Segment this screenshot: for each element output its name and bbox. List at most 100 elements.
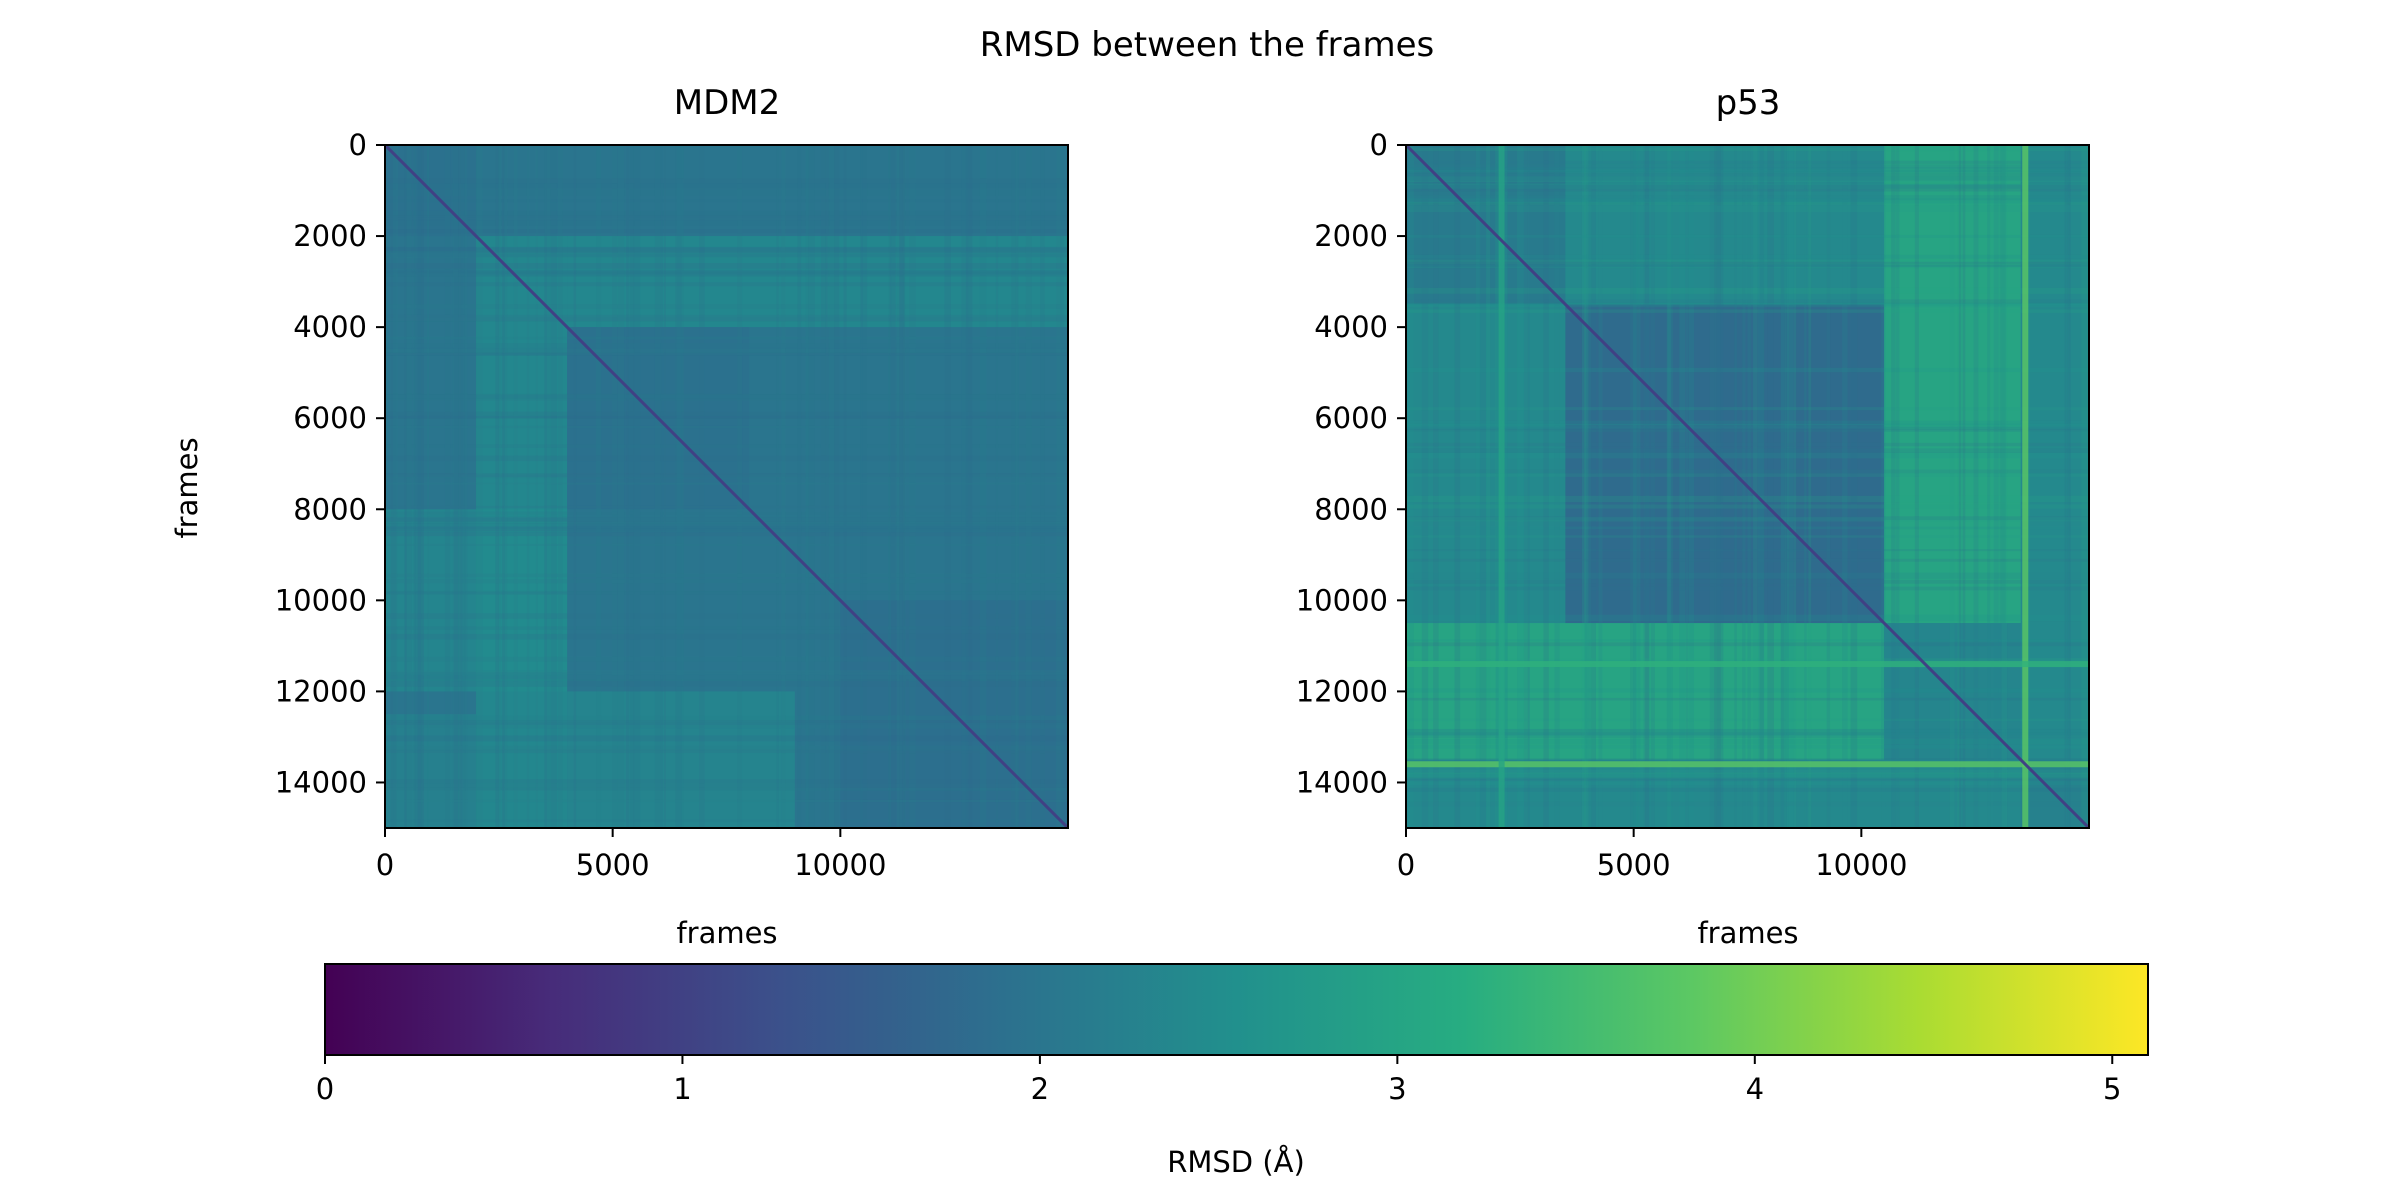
heatmap-texture	[1406, 732, 2089, 738]
heatmap-texture	[385, 715, 1068, 721]
heatmap-texture	[1759, 145, 1764, 828]
heatmap-texture	[1406, 769, 2089, 774]
heatmap-texture	[464, 145, 468, 828]
heatmap-texture	[414, 145, 422, 828]
heatmap-texture	[1015, 145, 1019, 828]
heatmap-texture	[2064, 145, 2071, 828]
heatmap-texture	[385, 532, 1068, 537]
heatmap-texture	[385, 247, 1068, 253]
heatmap-texture	[1421, 145, 1429, 828]
heatmap-texture	[385, 199, 1068, 203]
heatmap-texture	[573, 145, 577, 828]
figure-title: RMSD between the frames	[980, 25, 1435, 65]
heatmap-texture	[1406, 517, 2089, 522]
heatmap-panel-p53: 0 5000 10000 0 2000 4000 6000 8000 10000 12000 140…	[1296, 128, 2090, 882]
heatmap-texture	[1780, 145, 1785, 828]
heatmap-texture	[1895, 145, 1900, 828]
heatmap-texture	[629, 145, 635, 828]
heatmap-texture	[385, 505, 1068, 509]
heatmap-texture	[1667, 145, 1671, 828]
heatmap-texture	[699, 145, 705, 828]
heatmap-texture	[1479, 145, 1487, 828]
heatmap-texture	[458, 145, 463, 828]
heatmap-texture	[1406, 739, 2089, 745]
heatmap-texture	[1060, 145, 1065, 828]
x-axis-label-mdm2: frames	[676, 916, 777, 950]
heatmap-texture	[1406, 420, 2089, 426]
heatmap-texture	[1406, 429, 2089, 432]
heatmap-block	[476, 236, 568, 828]
heatmap-texture	[385, 526, 1068, 533]
heatmap-texture	[413, 145, 416, 828]
heatmap-texture	[612, 145, 618, 828]
heatmap-texture	[444, 145, 451, 828]
heatmap-texture	[1406, 642, 2089, 647]
heatmap-texture	[1406, 504, 2089, 509]
heatmap-stripe	[1406, 661, 2089, 668]
heatmap-texture	[805, 145, 809, 828]
heatmap-texture	[1406, 309, 2089, 313]
heatmap-texture	[1794, 145, 1797, 828]
heatmap-texture	[385, 591, 1068, 595]
y-tick-label: 10000	[275, 583, 367, 617]
heatmap-texture	[1999, 145, 2006, 828]
heatmap-stripe	[1498, 145, 1505, 828]
heatmap-texture	[385, 579, 1068, 584]
heatmap-texture	[1486, 145, 1491, 828]
heatmap-texture	[1584, 145, 1587, 828]
heatmap-texture	[1406, 728, 2089, 736]
heatmap-texture	[1584, 145, 1592, 828]
heatmap-texture	[1734, 145, 1737, 828]
heatmap-texture	[385, 722, 1068, 729]
heatmap-texture	[1406, 787, 2089, 792]
heatmap-texture	[660, 145, 663, 828]
heatmap-texture	[1406, 495, 2089, 503]
heatmap-texture	[1973, 145, 1979, 828]
x-tick-label: 5000	[576, 848, 650, 882]
heatmap-texture	[1826, 145, 1831, 828]
heatmap-texture	[1645, 145, 1649, 828]
heatmap-texture	[385, 590, 1068, 594]
heatmap-block	[385, 714, 477, 828]
heatmap-texture	[899, 145, 905, 828]
heatmap-texture	[944, 145, 951, 828]
heatmap-texture	[385, 348, 1068, 356]
heatmap-texture	[737, 145, 743, 828]
heatmap-texture	[1406, 234, 2089, 238]
heatmap-texture	[1496, 145, 1502, 828]
heatmap-texture	[385, 394, 1068, 399]
heatmap-texture	[1914, 145, 1919, 828]
heatmap-texture	[2065, 145, 2070, 828]
heatmap-texture	[825, 145, 829, 828]
heatmap-texture	[1406, 745, 2089, 749]
heatmap-texture	[498, 145, 502, 828]
colorbar-label: RMSD (Å)	[1167, 1145, 1305, 1179]
heatmap-texture	[385, 675, 1068, 682]
heatmap-texture	[1591, 145, 1596, 828]
heatmap-block	[1884, 145, 2021, 624]
heatmap-stripe	[1406, 761, 2089, 768]
heatmap-texture	[390, 145, 397, 828]
heatmap-diagonal	[1406, 145, 2089, 828]
heatmap-texture	[1785, 145, 1789, 828]
heatmap-texture	[385, 680, 1068, 687]
heatmap-texture	[385, 317, 1068, 322]
heatmap-texture	[1987, 145, 1991, 828]
heatmap-texture	[1406, 426, 2089, 431]
heatmap-texture	[1714, 145, 1721, 828]
heatmap-block	[567, 236, 1068, 328]
heatmap-texture	[1891, 145, 1896, 828]
heatmap-texture	[385, 411, 1068, 419]
heatmap-texture	[899, 145, 905, 828]
heatmap-texture	[417, 145, 424, 828]
heatmap-texture	[1993, 145, 1999, 828]
heatmap-texture	[1630, 145, 1637, 828]
heatmap-texture	[1406, 639, 2089, 642]
heatmap-texture	[1881, 145, 1886, 828]
heatmap-texture	[495, 145, 500, 828]
heatmap-texture	[385, 523, 1068, 529]
heatmap-texture	[1040, 145, 1045, 828]
x-tick-label: 0	[376, 848, 394, 882]
heatmap-texture	[385, 626, 1068, 630]
heatmap-texture	[1406, 777, 2089, 782]
